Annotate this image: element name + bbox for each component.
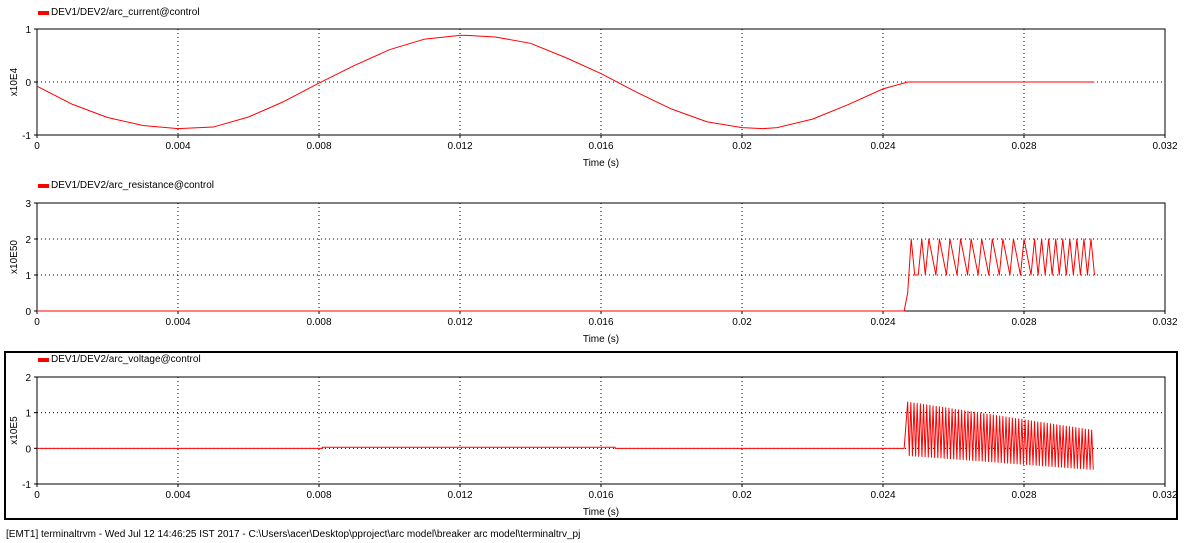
y-axis-label: x10E5 (9, 416, 20, 445)
y-tick-label: 2 (25, 373, 31, 384)
x-tick-label: 0.016 (588, 141, 613, 152)
plot-area[interactable] (36, 202, 1166, 312)
x-tick-label: 0.004 (165, 141, 190, 152)
x-tick-label: 0.008 (306, 490, 331, 501)
y-tick-label: 0 (25, 444, 31, 455)
y-tick-label: 2 (25, 235, 31, 246)
y-tick-label: 0 (25, 307, 31, 318)
legend-swatch (38, 11, 49, 15)
x-axis-label: Time (s) (583, 158, 619, 169)
plot-panel-3[interactable]: DEV1/DEV2/arc_voltage@control 0 0.004 0.008… (4, 351, 1178, 520)
y-axis-label: x10E4 (9, 67, 20, 96)
legend[interactable]: DEV1/DEV2/arc_resistance@control (38, 180, 214, 191)
y-axis-label: x10E50 (9, 240, 20, 274)
x-tick-label: 0.024 (870, 141, 895, 152)
x-tick-label: 0.024 (870, 317, 895, 328)
x-tick-label: 0 (34, 141, 40, 152)
y-tick-label: -1 (22, 480, 31, 491)
x-tick-label: 0.004 (165, 490, 190, 501)
x-tick-label: 0.02 (732, 317, 752, 328)
y-tick-label: 3 (25, 199, 31, 210)
x-tick-label: 0.004 (165, 317, 190, 328)
x-tick-label: 0.028 (1011, 141, 1036, 152)
x-tick-label: 0.02 (732, 490, 752, 501)
status-bar: [EMT1] terminaltrvm - Wed Jul 12 14:46:2… (6, 529, 581, 540)
series-line (37, 238, 1095, 312)
series-line (37, 401, 1094, 470)
x-tick-label: 0.012 (447, 141, 472, 152)
x-tick-label: 0 (34, 490, 40, 501)
series-line (37, 34, 1095, 130)
x-tick-label: 0.016 (588, 490, 613, 501)
plot-panel-2[interactable]: DEV1/DEV2/arc_resistance@control 0 0.004 0.… (9, 180, 1178, 345)
y-tick-label: 1 (25, 271, 31, 282)
x-tick-label: 0.032 (1152, 317, 1177, 328)
x-tick-label: 0.028 (1011, 490, 1036, 501)
x-tick-label: 0 (34, 317, 40, 328)
x-tick-label: 0.032 (1152, 490, 1177, 501)
y-tick-label: 0 (25, 78, 31, 89)
legend-label: DEV1/DEV2/arc_resistance@control (51, 180, 214, 191)
y-tick-label: -1 (22, 131, 31, 142)
x-tick-label: 0.008 (306, 317, 331, 328)
x-tick-label: 0.008 (306, 141, 331, 152)
x-tick-label: 0.032 (1152, 141, 1177, 152)
legend[interactable]: DEV1/DEV2/arc_voltage@control (38, 354, 201, 365)
y-tick-label: 1 (25, 25, 31, 36)
x-tick-label: 0.012 (447, 317, 472, 328)
x-tick-label: 0.012 (447, 490, 472, 501)
x-axis-label: Time (s) (583, 507, 619, 518)
legend-swatch (38, 358, 49, 362)
x-tick-label: 0.016 (588, 317, 613, 328)
selected-panel-frame (4, 351, 1178, 520)
plot-panel-1[interactable]: DEV1/DEV2/arc_current@control 0 0.004 0.008… (9, 7, 1178, 169)
legend[interactable]: DEV1/DEV2/arc_current@control (38, 7, 200, 18)
x-tick-label: 0.02 (732, 141, 752, 152)
x-tick-label: 0.028 (1011, 317, 1036, 328)
legend-label: DEV1/DEV2/arc_current@control (51, 7, 200, 18)
y-tick-label: 1 (25, 409, 31, 420)
legend-label: DEV1/DEV2/arc_voltage@control (51, 354, 201, 365)
legend-swatch (38, 184, 49, 188)
x-tick-label: 0.024 (870, 490, 895, 501)
x-axis-label: Time (s) (583, 334, 619, 345)
